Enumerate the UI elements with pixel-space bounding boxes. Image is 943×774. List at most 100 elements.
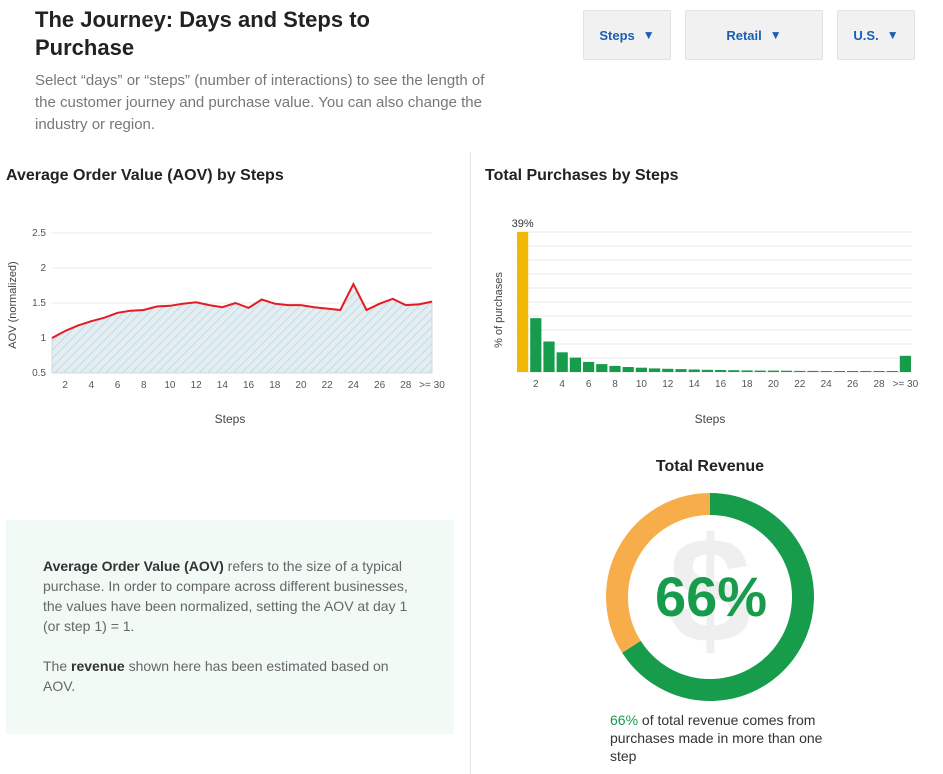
purchases-bar[interactable] [860, 371, 872, 372]
aov-y-tick: 0.5 [32, 368, 46, 379]
region-dropdown-label: U.S. [853, 27, 879, 43]
purchases-bar[interactable] [767, 370, 779, 372]
purchases-x-tick: 24 [821, 379, 833, 390]
purchases-bar[interactable] [517, 232, 529, 372]
purchases-bar[interactable] [715, 370, 727, 372]
purchases-bar[interactable] [701, 369, 713, 372]
aov-y-tick: 2.5 [32, 228, 46, 239]
aov-definition: Average Order Value (AOV) refers to the … [43, 556, 414, 636]
purchases-x-tick: 28 [873, 379, 885, 390]
aov-area [51, 282, 433, 374]
purchases-bar[interactable] [833, 371, 845, 372]
aov-x-tick: 8 [141, 380, 147, 391]
aov-line [51, 281, 433, 339]
aov-text: refers to the size of a typical purchase… [43, 558, 408, 634]
purchases-bar[interactable] [781, 370, 793, 372]
purchases-bar[interactable] [847, 371, 859, 372]
aov-x-tick: 20 [295, 380, 307, 391]
purchases-bar[interactable] [662, 368, 674, 372]
purchases-bar[interactable] [820, 371, 832, 372]
purchases-bar[interactable] [886, 371, 898, 372]
aov-x-tick: 22 [322, 380, 334, 391]
purchases-bar[interactable] [583, 361, 595, 372]
purchases-bar[interactable] [530, 318, 542, 372]
aov-chart: 0.511.522.5 2 4 6 8 10 12 14 16 18 20 22 24 26 28 >= 3… [7, 228, 445, 426]
purchases-x-tick: 2 [533, 379, 539, 390]
purchases-x-tick: 16 [715, 379, 727, 390]
purchases-x-tick: 26 [847, 379, 859, 390]
purchases-x-axis-title: Steps [695, 412, 726, 426]
purchases-x-tick: 10 [636, 379, 648, 390]
revenue-term: revenue [71, 658, 125, 674]
industry-dropdown[interactable]: Retail ▼ [685, 10, 823, 60]
purchases-bar[interactable] [556, 352, 568, 372]
aov-x-tick: 16 [243, 380, 255, 391]
aov-term: Average Order Value (AOV) [43, 558, 224, 574]
aov-y-tick: 1 [40, 333, 46, 344]
purchases-bar[interactable] [596, 364, 608, 372]
aov-x-tick: 18 [269, 380, 281, 391]
aov-x-tick: 12 [191, 380, 203, 391]
revenue-caption-text: of total revenue comes from purchases ma… [610, 712, 823, 764]
purchases-bar[interactable] [543, 341, 555, 373]
aov-x-tick: 24 [348, 380, 360, 391]
purchases-x-tick: 6 [586, 379, 592, 390]
purchases-x-tick: 14 [689, 379, 701, 390]
purchases-bar[interactable] [899, 355, 911, 372]
region-dropdown[interactable]: U.S. ▼ [837, 10, 915, 60]
purchases-chart: 39% 2 4 6 8 10 12 14 16 18 20 22 24 26 28 >= 30 Steps … [493, 218, 919, 426]
purchases-bar[interactable] [635, 367, 647, 372]
aov-info-box: Average Order Value (AOV) refers to the … [6, 520, 454, 734]
aov-x-tick: 4 [89, 380, 95, 391]
chevron-down-icon: ▼ [642, 28, 655, 42]
page-description: Select “days” or “steps” (number of inte… [35, 72, 485, 133]
purchases-bar[interactable] [754, 370, 766, 372]
column-divider [470, 152, 471, 774]
purchases-chart-title: Total Purchases by Steps [485, 167, 679, 184]
purchases-x-tick: 22 [794, 379, 806, 390]
purchases-bar[interactable] [728, 370, 740, 372]
purchases-data-label: 39% [512, 218, 534, 230]
donut-slice-multi-step [622, 493, 814, 701]
svg-text:$: $ [668, 506, 751, 674]
purchases-bar[interactable] [794, 370, 806, 372]
aov-x-tick: 26 [374, 380, 386, 391]
aov-chart-title: Average Order Value (AOV) by Steps [6, 167, 284, 184]
revenue-caption: 66% of total revenue comes from purchase… [610, 711, 825, 765]
aov-x-axis-title: Steps [215, 412, 246, 426]
aov-x-tick: 2 [62, 380, 68, 391]
metric-dropdown[interactable]: Steps ▼ [583, 10, 671, 60]
purchases-bar[interactable] [873, 371, 885, 372]
revenue-note-pre: The [43, 658, 72, 674]
revenue-caption-pct: 66% [610, 712, 639, 728]
aov-y-axis-title: AOV (normalized) [7, 261, 19, 348]
purchases-bar[interactable] [675, 369, 687, 372]
chevron-down-icon: ▼ [886, 28, 899, 42]
purchases-x-tick: 8 [612, 379, 618, 390]
revenue-title: Total Revenue [655, 458, 765, 475]
aov-x-tick: 28 [400, 380, 412, 391]
purchases-x-tick: 20 [768, 379, 780, 390]
purchases-bar[interactable] [569, 357, 581, 372]
purchases-bar[interactable] [741, 370, 753, 372]
page-title: The Journey: Days and Steps to Purchase [35, 7, 370, 60]
purchases-bar[interactable] [622, 367, 634, 372]
purchases-bar[interactable] [688, 369, 700, 373]
dollar-sign-icon: $ [668, 506, 751, 674]
chevron-down-icon: ▼ [769, 28, 782, 42]
metric-dropdown-label: Steps [599, 27, 635, 43]
purchases-x-tick: 12 [662, 379, 674, 390]
aov-x-tick: 10 [164, 380, 176, 391]
purchases-x-tick: 4 [559, 379, 565, 390]
purchases-bar[interactable] [807, 370, 819, 372]
aov-x-tick: 6 [115, 380, 121, 391]
purchases-bar[interactable] [609, 365, 621, 372]
aov-x-tick: 14 [217, 380, 229, 391]
revenue-percent: 66% [655, 565, 767, 628]
purchases-x-tick: 18 [741, 379, 753, 390]
revenue-note: The revenue shown here has been estimate… [43, 656, 414, 696]
revenue-note-text: shown here has been estimated based on A… [43, 658, 389, 694]
aov-y-tick: 2 [40, 263, 46, 274]
donut-slice-other [606, 493, 711, 653]
purchases-bar[interactable] [649, 368, 661, 372]
